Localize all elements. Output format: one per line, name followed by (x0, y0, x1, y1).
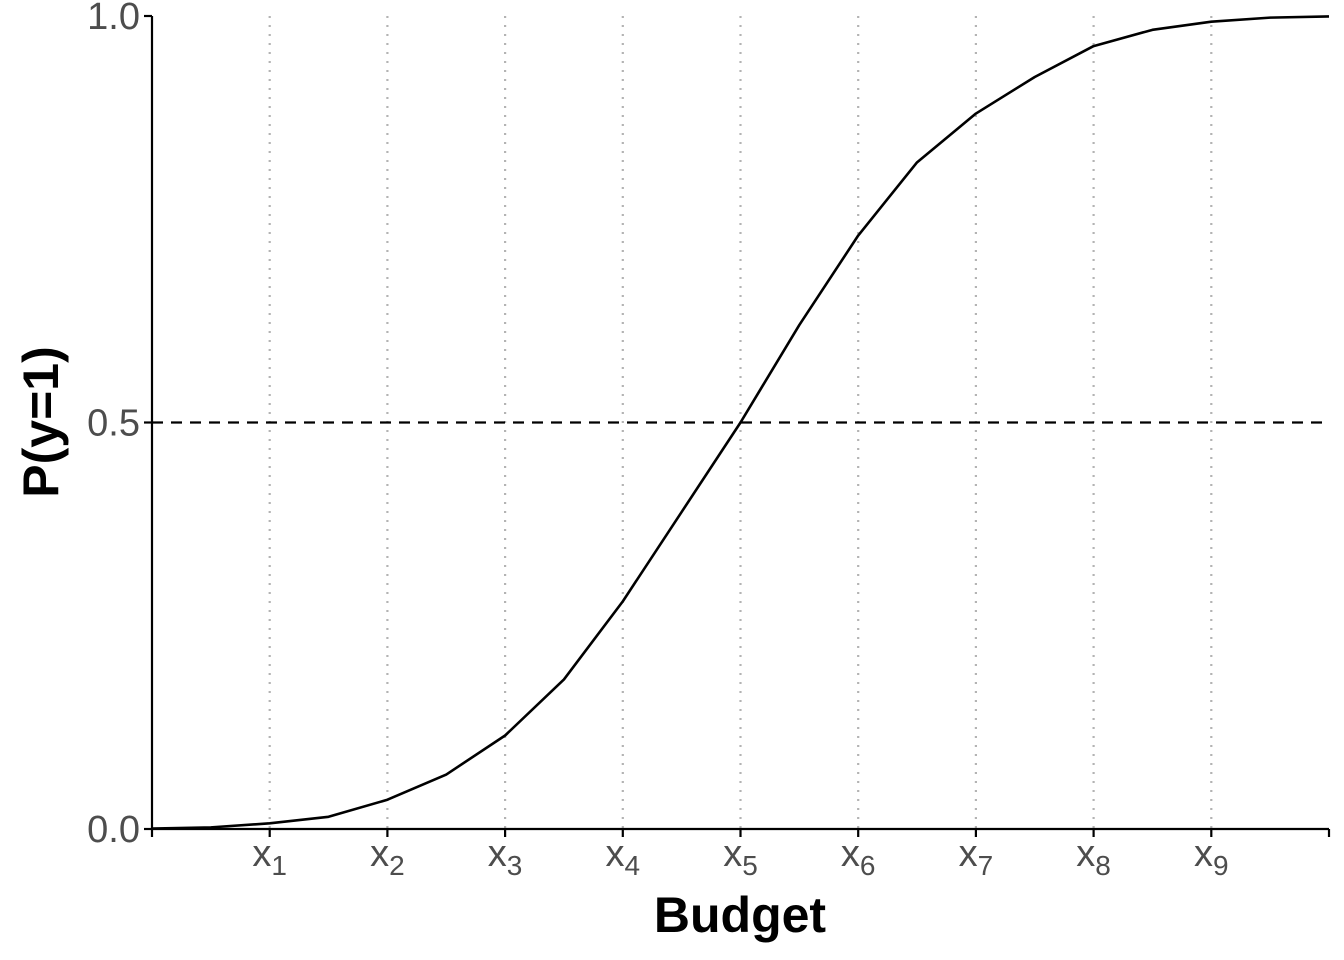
x-tick-label-6: x6 (841, 833, 876, 881)
x-tick-label-9: x9 (1194, 833, 1229, 881)
x-tick-label-5: x5 (723, 833, 758, 881)
x-tick-label-4: x4 (606, 833, 641, 881)
y-tick-label-1: 0.0 (87, 809, 140, 851)
x-tick-label-1: x1 (252, 833, 287, 881)
y-tick-label-2: 0.5 (87, 403, 140, 445)
y-tick-label-3: 1.0 (87, 0, 140, 38)
series-group (151, 15, 1330, 830)
y-axis-title: P(y=1) (13, 346, 69, 497)
x-tick-label-7: x7 (959, 833, 994, 881)
axes (144, 14, 1331, 837)
x-tick-label-3: x3 (488, 833, 523, 881)
x-tick-label-8: x8 (1076, 833, 1111, 881)
x-axis-title: Budget (654, 887, 827, 943)
tick-labels: 0.0 0.5 1.0 x1 x2 x3 x4 x5 x6 x7 x8 x9 (87, 0, 1228, 881)
x-tick-label-2: x2 (370, 833, 405, 881)
series-line-1 (151, 15, 1330, 830)
